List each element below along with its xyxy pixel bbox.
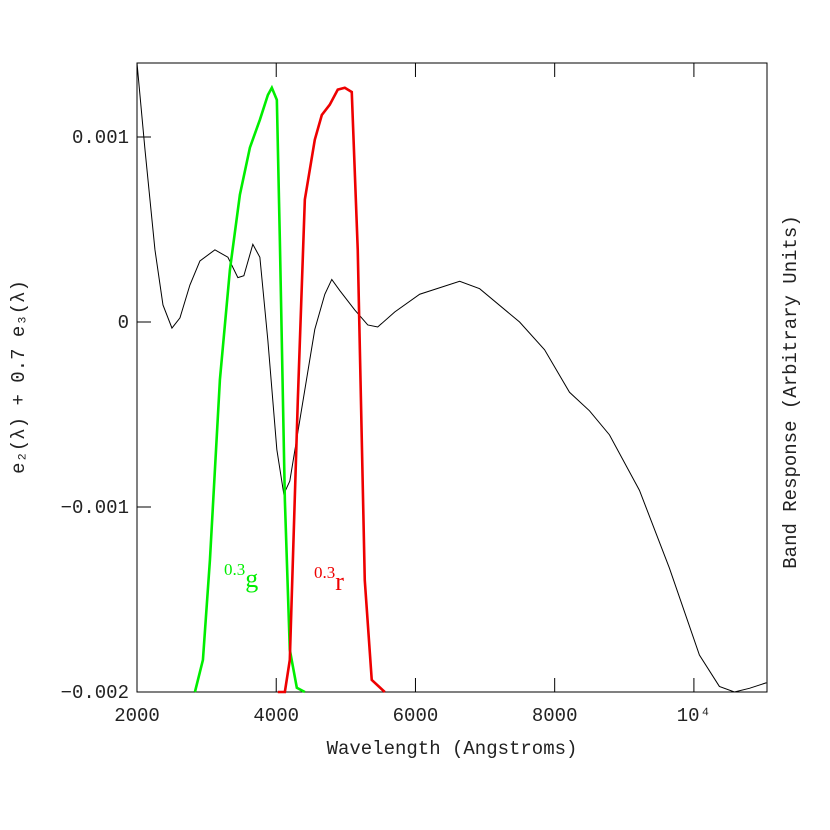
y-tick-label: −0.001 [61,497,129,519]
y2-axis-label: Band Response (Arbitrary Units) [780,215,802,568]
annotation-superscript: 0.3 [314,563,335,582]
x-tick-label: 2000 [114,705,160,727]
series-line [277,86,386,694]
x-axis-label: Wavelength (Angstroms) [327,738,578,760]
y-tick-label: 0 [118,312,129,334]
y-tick-label: −0.002 [61,682,129,704]
x-tick-label: 4000 [253,705,299,727]
series-line [193,84,306,694]
x-tick-label: 10⁴ [677,705,711,727]
band-annotation: 0.3g [224,560,258,593]
annotation-text: g [245,564,258,593]
x-tick-label: 8000 [532,705,578,727]
series-line [136,62,767,693]
y-tick-label: 0.001 [72,127,129,149]
plot-frame [136,62,768,693]
x-tick-label: 6000 [393,705,439,727]
band-annotation: 0.3r [314,563,344,596]
annotation-text: r [335,567,344,596]
y-axis-label: e₂(λ) + 0.7 e₃(λ) [8,280,30,474]
annotation-superscript: 0.3 [224,560,245,579]
